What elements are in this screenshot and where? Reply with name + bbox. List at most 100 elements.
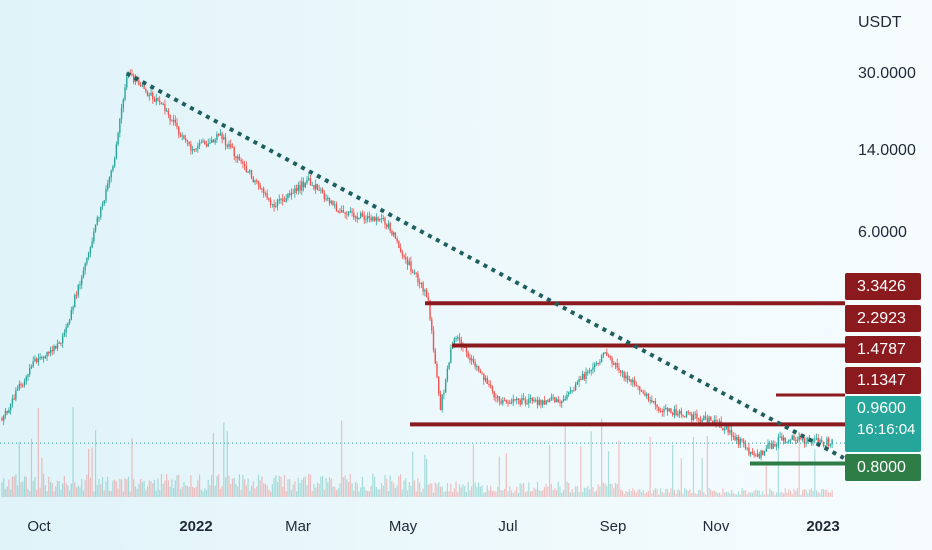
volume-bar [599,486,601,497]
candle-body [143,85,145,89]
volume-bar [555,490,558,497]
candle-body [152,92,154,100]
volume-bar [776,492,778,497]
candle-body [708,416,710,423]
candle-body [384,218,386,225]
volume-bar [732,492,734,497]
volume-bar [675,493,677,497]
volume-bar [552,490,554,497]
volume-bar [162,483,164,497]
volume-bar [124,478,126,497]
candle-body [645,393,648,396]
bar-countdown: 16:16:04 [857,421,916,438]
candle-body [67,323,69,328]
candle-body [417,273,419,283]
volume-bar [443,492,445,497]
candle-body [77,285,79,296]
volume-bar [270,491,272,497]
candle-body [502,400,504,404]
volume-bar [8,479,10,497]
volume-bar [396,485,398,497]
candle-body [375,217,378,221]
candle-body [107,183,109,190]
candle-body [389,223,391,231]
volume-bar [138,483,140,497]
candle-body [656,404,658,408]
candle-body [18,383,21,390]
volume-bar [614,482,617,497]
volume-bar [226,431,228,497]
volume-bar [164,480,166,497]
candle-body [25,376,27,382]
volume-bar [829,492,831,497]
candle-body [592,367,594,370]
candle-body [164,104,166,111]
candle-body [122,99,125,109]
candle-body [405,257,407,260]
volume-bar [387,491,390,497]
candle-body [559,401,561,404]
candle-body [410,261,412,272]
volume-bar [174,480,176,497]
candle-body [600,355,603,363]
volume-bar [575,486,577,497]
candle-body [271,204,274,206]
volume-bar [259,480,261,497]
candle-body [607,355,610,357]
candle-body [394,232,397,239]
candle-body [671,412,674,415]
volume-bar [717,492,719,497]
candle-body [691,414,693,421]
candle-body [368,216,371,218]
volume-bar [289,478,291,497]
volume-bar [649,436,651,497]
volume-bar [559,486,561,497]
candle-body [443,392,445,395]
volume-bar [48,476,50,497]
candle-body [763,451,766,455]
candle-body [103,200,105,204]
candle-body [27,374,29,377]
volume-bar [287,479,289,497]
candle-body [146,91,149,96]
candle-body [179,134,182,137]
candle-body [354,216,357,218]
volume-bar [129,491,131,497]
candle-body [625,375,627,379]
volume-bar [627,491,629,497]
candle-body [446,368,449,381]
volume-bar [58,481,60,497]
volume-bar [200,489,202,497]
volume-bar [581,491,584,497]
volume-bar [436,484,438,497]
volume-bar [351,483,353,497]
volume-bar [401,489,403,497]
candle-body [174,119,176,123]
candle-body [791,435,793,440]
volume-bar [198,474,201,497]
candle-body [74,295,76,308]
volume-bar [763,494,766,497]
candle-body [181,135,183,137]
candle-body [41,357,43,359]
candle-body [484,378,487,381]
volume-bar [15,474,17,497]
volume-bar [306,485,308,497]
candle-body [366,216,369,220]
candle-body [3,415,5,421]
volume-bar [613,488,615,497]
volume-bar [819,493,821,497]
candle-body [536,400,539,405]
volume-bar [730,489,733,497]
candle-body [219,133,222,136]
candle-body [668,408,670,412]
candle-body [37,358,40,363]
volume-bar [127,476,130,497]
x-tick-label: Mar [285,518,311,535]
volume-bar [34,477,36,497]
candle-body [172,119,175,122]
candle-body [124,87,126,100]
volume-bar [410,485,412,497]
